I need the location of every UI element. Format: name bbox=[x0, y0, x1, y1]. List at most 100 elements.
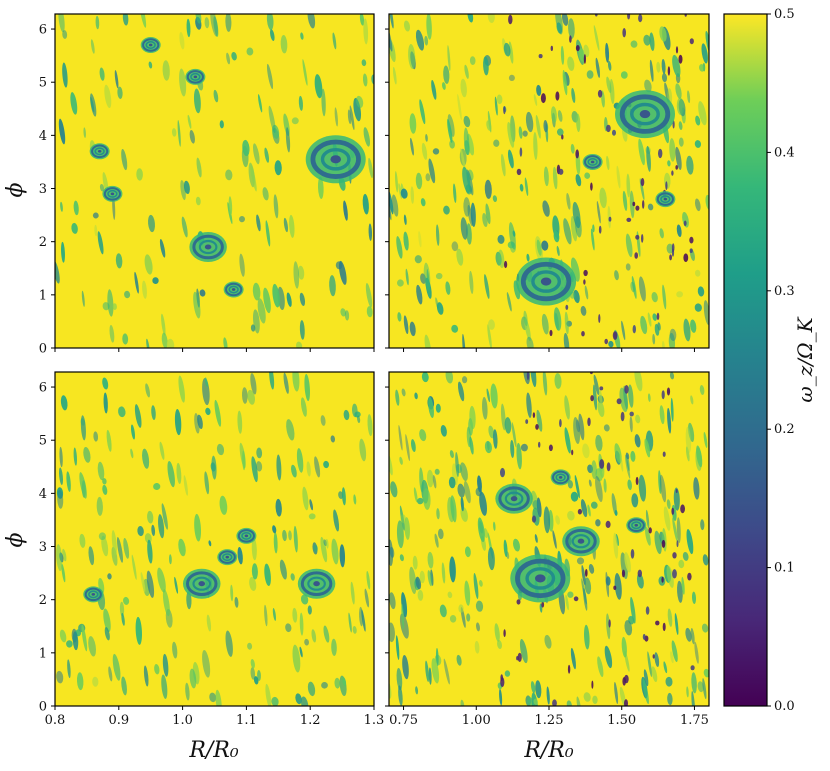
field-streak bbox=[135, 616, 142, 645]
field-streak bbox=[58, 14, 65, 33]
field-streak bbox=[242, 139, 250, 157]
field-streak bbox=[402, 654, 409, 680]
field-streak bbox=[320, 536, 328, 563]
field-streak bbox=[251, 563, 258, 580]
field-streak bbox=[518, 126, 523, 139]
field-streak bbox=[147, 510, 154, 524]
field-streak bbox=[654, 530, 662, 555]
field-speck bbox=[621, 569, 626, 578]
field-streak bbox=[447, 591, 453, 599]
field-streak bbox=[208, 540, 212, 547]
field-streak bbox=[439, 604, 447, 618]
field-streak bbox=[445, 281, 451, 295]
field-speck bbox=[620, 411, 625, 422]
field-streak bbox=[525, 111, 534, 133]
field-streak bbox=[508, 74, 515, 81]
field-streak bbox=[420, 273, 427, 284]
field-streak bbox=[162, 589, 170, 617]
field-streak bbox=[427, 551, 434, 569]
field-speck bbox=[671, 170, 674, 176]
field-streak bbox=[81, 290, 85, 307]
field-speck bbox=[531, 515, 537, 523]
field-streak bbox=[66, 471, 71, 492]
field-streak bbox=[428, 158, 436, 184]
field-streak bbox=[553, 307, 562, 331]
field-streak bbox=[443, 658, 450, 685]
field-speck bbox=[549, 329, 553, 337]
field-streak bbox=[571, 88, 576, 103]
field-streak bbox=[523, 310, 528, 327]
field-streak bbox=[698, 101, 707, 126]
field-streak bbox=[426, 469, 434, 488]
field-streak bbox=[597, 400, 605, 418]
field-streak bbox=[185, 682, 190, 701]
field-streak bbox=[492, 195, 498, 202]
field-speck bbox=[655, 620, 660, 626]
field-streak bbox=[219, 120, 224, 129]
field-streak bbox=[597, 656, 604, 678]
field-streak bbox=[299, 646, 303, 658]
field-streak bbox=[686, 686, 689, 698]
field-streak bbox=[251, 537, 257, 561]
field-streak bbox=[522, 130, 528, 137]
vortex bbox=[102, 185, 123, 202]
xlabel-left: R/R₀ bbox=[188, 738, 239, 763]
field-streak bbox=[143, 665, 149, 687]
field-streak bbox=[392, 66, 397, 85]
field-streak bbox=[647, 393, 651, 402]
field-streak bbox=[394, 171, 399, 193]
field-streak bbox=[676, 224, 682, 238]
vortex bbox=[189, 231, 227, 262]
field-speck bbox=[569, 35, 572, 43]
field-streak bbox=[419, 99, 426, 125]
field-streak bbox=[435, 403, 441, 413]
field-streak bbox=[580, 499, 588, 518]
field-streak bbox=[570, 647, 576, 670]
field-streak bbox=[269, 372, 275, 390]
field-streak bbox=[325, 538, 329, 549]
field-streak bbox=[264, 563, 271, 587]
field-speck bbox=[675, 489, 678, 493]
field-streak bbox=[573, 416, 581, 445]
field-streak bbox=[320, 415, 326, 426]
field-streak bbox=[519, 639, 528, 664]
field-speck bbox=[599, 459, 605, 469]
vortex-inner-ring bbox=[555, 473, 566, 482]
field-speck bbox=[575, 45, 580, 52]
field-streak bbox=[70, 92, 78, 115]
field-streak bbox=[701, 43, 708, 64]
field-streak bbox=[340, 308, 346, 317]
field-streak bbox=[619, 454, 624, 472]
field-streak bbox=[678, 121, 683, 130]
field-streak bbox=[256, 447, 263, 459]
field-streak bbox=[447, 114, 455, 137]
field-streak bbox=[419, 429, 427, 442]
field-streak bbox=[99, 67, 105, 81]
field-streak bbox=[299, 612, 304, 636]
field-streak bbox=[702, 554, 709, 566]
field-streak bbox=[699, 385, 705, 395]
field-streak bbox=[272, 283, 280, 308]
field-streak bbox=[669, 372, 675, 380]
vortex-inner-ring bbox=[190, 72, 201, 81]
field-speck bbox=[581, 331, 585, 337]
field-streak bbox=[264, 604, 268, 627]
field-streak bbox=[338, 260, 347, 285]
field-streak bbox=[401, 603, 405, 630]
field-streak bbox=[667, 407, 672, 434]
panel-top-left bbox=[54, 13, 375, 349]
field-speck bbox=[645, 606, 650, 615]
field-streak bbox=[460, 496, 464, 512]
panel-bottom-left bbox=[54, 371, 375, 707]
vortex-ring bbox=[656, 192, 674, 206]
axis-ticks: 0 1 2 3 4 5 6 0 1 2 3 4 5 6 0.8 0.9 1.0 1.1 1.2 1.3 0.75 1.00… bbox=[39, 23, 709, 728]
vortex bbox=[562, 526, 600, 557]
field-streak bbox=[298, 95, 303, 111]
field-streak bbox=[390, 481, 398, 498]
field-streak bbox=[669, 138, 676, 162]
field-streak bbox=[183, 180, 190, 195]
field-streak bbox=[533, 132, 538, 160]
field-streak bbox=[362, 73, 368, 87]
field-streak bbox=[694, 303, 702, 312]
field-streak bbox=[659, 405, 665, 425]
